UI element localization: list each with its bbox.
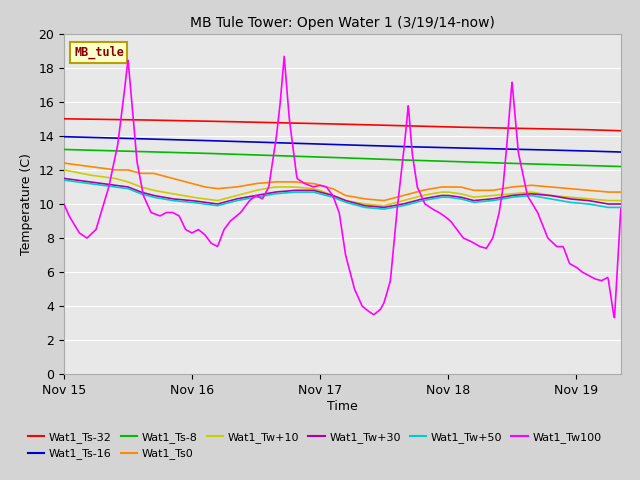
Text: MB_tule: MB_tule: [74, 46, 124, 59]
Y-axis label: Temperature (C): Temperature (C): [20, 153, 33, 255]
Legend: Wat1_Ts-32, Wat1_Ts-16, Wat1_Ts-8, Wat1_Ts0, Wat1_Tw+10, Wat1_Tw+30, Wat1_Tw+50,: Wat1_Ts-32, Wat1_Ts-16, Wat1_Ts-8, Wat1_…: [24, 428, 605, 464]
Title: MB Tule Tower: Open Water 1 (3/19/14-now): MB Tule Tower: Open Water 1 (3/19/14-now…: [190, 16, 495, 30]
X-axis label: Time: Time: [327, 400, 358, 413]
